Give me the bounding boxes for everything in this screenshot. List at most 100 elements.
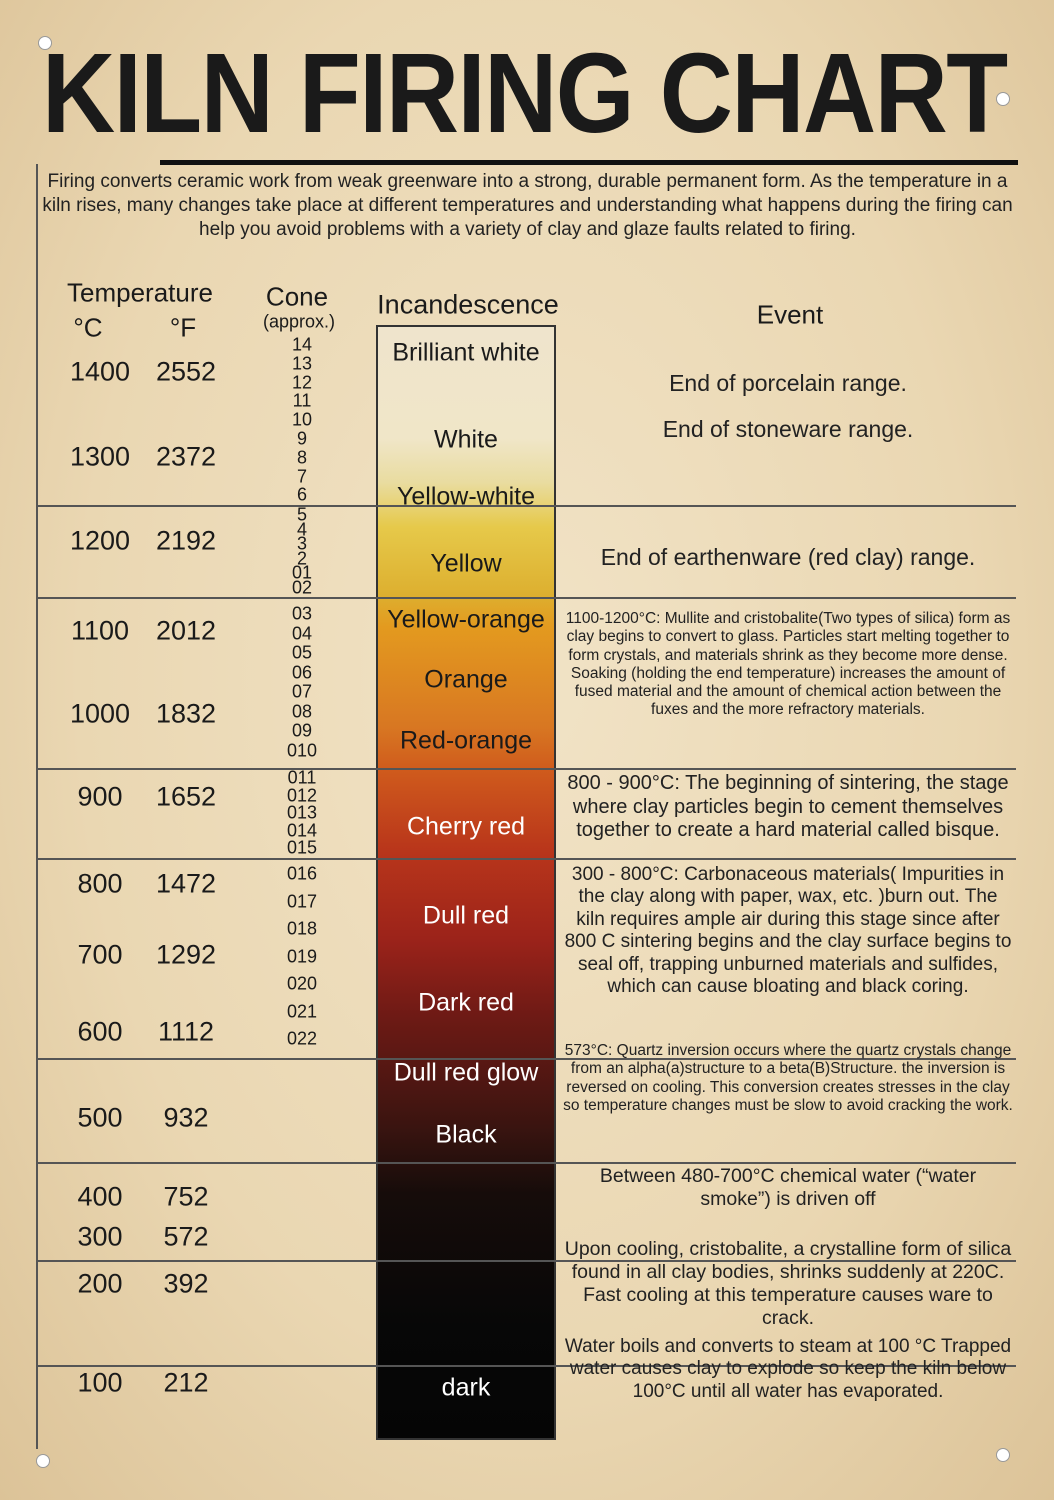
event: Water boils and converts to steam at 100… [564, 1336, 1012, 1402]
cone: 6 [296, 484, 308, 505]
hole [996, 92, 1010, 106]
row-rule [38, 505, 1016, 507]
celsius: 1100 [70, 615, 130, 646]
row-rule [38, 1365, 1016, 1367]
incandescence: Red-orange [399, 726, 533, 755]
celsius: 300 [77, 1221, 123, 1252]
cone: 02 [291, 577, 313, 598]
cone: 012 [286, 785, 318, 805]
row-rule [38, 1162, 1016, 1164]
fahrenheit: 212 [163, 1367, 209, 1398]
cone: 017 [286, 891, 318, 911]
cone: 09 [291, 720, 313, 741]
celsius: 1200 [69, 525, 131, 556]
event: 800 - 900°C: The beginning of sintering,… [567, 772, 1009, 842]
cone: 011 [287, 767, 317, 788]
row-rule [38, 858, 1016, 860]
fahrenheit: 572 [163, 1221, 209, 1252]
cone: 12 [291, 372, 313, 393]
incandescence: Dull red [422, 901, 510, 930]
celsius: 900 [77, 781, 123, 812]
celsius: 100 [77, 1367, 123, 1398]
fahrenheit: 752 [163, 1181, 209, 1212]
fahrenheit: 1292 [155, 939, 217, 970]
incandescence: Brilliant white [392, 338, 540, 367]
header: Temperature [67, 277, 213, 308]
fahrenheit: 392 [163, 1268, 209, 1299]
incandescence: Dark red [418, 988, 514, 1017]
border [36, 164, 38, 1449]
color-bar [376, 325, 556, 1440]
cone: 3 [296, 533, 308, 554]
event: End of earthenware (red clay) range. [600, 544, 976, 570]
cone: 014 [286, 820, 318, 840]
event: 300 - 800°C: Carbonaceous materials( Imp… [564, 864, 1012, 998]
cone: 5 [296, 504, 308, 525]
header: Incandescence [377, 289, 559, 320]
celsius: 200 [77, 1268, 123, 1299]
fahrenheit: 2012 [155, 615, 217, 646]
incandescence: Dull red glow [393, 1058, 539, 1087]
fahrenheit: 1472 [155, 868, 217, 899]
event: End of porcelain range. [669, 370, 907, 396]
row-rule [38, 597, 1016, 599]
cone: 013 [286, 802, 318, 823]
event: Between 480-700°C chemical water (“water… [599, 1165, 977, 1210]
cone: 015 [286, 837, 318, 858]
fahrenheit: 2552 [155, 356, 217, 387]
event: 1100-1200°C: Mullite and cristobalite(Tw… [565, 610, 1011, 719]
event: 573°C: Quartz inversion occurs where the… [563, 1042, 1013, 1114]
cone: 018 [286, 918, 318, 939]
cone: 01 [291, 562, 313, 583]
header: °F [169, 312, 197, 343]
fahrenheit: 2192 [155, 525, 217, 556]
cone: 14 [291, 334, 313, 355]
cone: 4 [296, 519, 308, 540]
event: Upon cooling, cristobalite, a crystallin… [564, 1238, 1012, 1329]
header: Event [756, 299, 824, 330]
cone: 08 [291, 701, 313, 721]
row-rule [38, 1058, 1016, 1060]
incandescence: Yellow [430, 549, 502, 578]
cone: 7 [296, 466, 308, 487]
cone: 13 [291, 353, 313, 374]
fahrenheit: 1112 [157, 1016, 215, 1047]
cone: 019 [286, 946, 318, 966]
incandescence: White [434, 425, 498, 454]
fahrenheit: 932 [163, 1102, 209, 1133]
cone: 06 [291, 662, 313, 682]
celsius: 600 [77, 1016, 123, 1047]
cone: 03 [291, 603, 313, 624]
cone: 10 [291, 409, 313, 430]
fahrenheit: 1832 [155, 698, 217, 729]
cone: 8 [296, 447, 308, 468]
header: Cone [265, 281, 329, 312]
incandescence: Cherry red [406, 812, 526, 841]
cone: 016 [286, 863, 318, 884]
celsius: 400 [77, 1181, 123, 1212]
celsius: 500 [77, 1102, 123, 1133]
cone: 9 [296, 428, 308, 449]
event: End of stoneware range. [662, 416, 914, 442]
incandescence: Black [435, 1120, 497, 1149]
cone: 020 [286, 973, 318, 994]
cone: 2 [296, 548, 308, 569]
title-rule [160, 160, 1018, 165]
incandescence: dark [441, 1373, 491, 1402]
cone: 05 [291, 642, 313, 663]
incandescence: Yellow-white [396, 482, 536, 511]
celsius: 800 [77, 868, 123, 899]
title: KILN FIRING CHART [42, 29, 1008, 157]
hole [36, 1454, 50, 1468]
celsius: 1400 [69, 356, 131, 387]
header: (approx.) [262, 311, 336, 332]
header: °C [73, 312, 103, 343]
intro: Firing converts ceramic work from weak g… [42, 171, 1013, 241]
celsius: 700 [77, 939, 123, 970]
hole [38, 36, 52, 50]
celsius: 1300 [69, 441, 131, 472]
incandescence: Yellow-orange [387, 605, 545, 634]
cone: 022 [286, 1028, 318, 1049]
row-rule [38, 768, 1016, 770]
